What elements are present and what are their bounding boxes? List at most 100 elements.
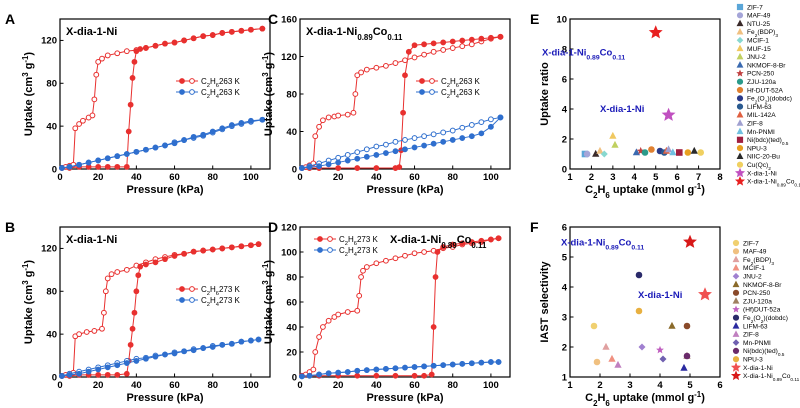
data-point: [255, 336, 262, 343]
data-point: [114, 371, 121, 378]
data-point: [402, 72, 408, 79]
data-point: [344, 309, 351, 315]
data-point: [354, 367, 361, 374]
legend-marker: [736, 145, 744, 152]
x-tick-label: 80: [447, 172, 458, 183]
data-point: [190, 133, 197, 140]
data-point: [402, 137, 408, 143]
data-point: [181, 250, 187, 257]
legend-marker: [189, 286, 195, 292]
data-point: [162, 142, 168, 149]
data-point: [421, 372, 427, 379]
data-point: [358, 274, 364, 280]
legend-label: ZJU-120a: [747, 79, 776, 86]
annotation: X-dia-1-Ni: [600, 104, 644, 115]
legend-marker: [736, 127, 744, 135]
data-point: [72, 125, 79, 132]
data-point: [114, 362, 121, 369]
data-point: [392, 138, 399, 145]
data-point: [602, 342, 610, 350]
data-point: [344, 157, 351, 164]
x-tick-label: 3: [610, 172, 615, 183]
data-point: [129, 325, 136, 332]
data-point: [123, 48, 130, 55]
data-point: [143, 45, 149, 51]
legend-label: C2H6273 K: [339, 235, 379, 247]
data-point: [312, 349, 319, 355]
data-point: [468, 122, 475, 128]
inset-title: X-dia-1-Ni0.89Co0.11: [306, 26, 403, 42]
x-tick-label: 100: [483, 380, 499, 391]
x-axis-title: Pressure (kPa): [126, 392, 203, 404]
legend-marker: [736, 36, 744, 44]
data-point: [383, 365, 389, 372]
legend-marker: [189, 89, 195, 95]
x-tick-label: 7: [696, 172, 701, 183]
data-point: [104, 371, 111, 378]
data-point: [400, 109, 406, 116]
series: [299, 359, 502, 380]
data-point: [66, 371, 73, 378]
data-point: [363, 153, 370, 160]
data-point: [590, 322, 598, 330]
y-tick-label: 80: [286, 272, 297, 283]
y-tick-label: 6: [562, 74, 567, 85]
data-point: [238, 338, 245, 345]
data-point: [354, 149, 361, 156]
data-point: [421, 363, 427, 370]
y-tick-label: 5: [562, 252, 568, 263]
plot-frame: [59, 226, 271, 378]
data-point: [316, 123, 322, 130]
legend-marker: [736, 103, 744, 110]
y-tick-label: 60: [286, 297, 297, 308]
x-tick-label: 3: [627, 380, 632, 391]
legend-label: Ni(bdc)(ted)0.5: [747, 137, 789, 147]
data-point: [430, 140, 437, 147]
y-tick-label: 4: [562, 282, 568, 293]
data-point: [392, 165, 399, 171]
data-point: [135, 272, 142, 279]
series-line: [301, 361, 499, 377]
data-point: [316, 334, 322, 340]
series-line: [301, 116, 501, 169]
legend-label: Fe2(O2)(dobdc): [743, 315, 788, 325]
data-point: [104, 275, 111, 282]
data-point: [459, 43, 466, 50]
legend-marker: [732, 255, 740, 263]
y-tick-label: 4: [562, 104, 568, 115]
data-point: [320, 117, 326, 124]
legend-label: NKMOF-8-Br: [743, 282, 782, 289]
x-tick-label: 0: [57, 172, 62, 183]
data-point: [488, 34, 494, 41]
data-point: [316, 163, 322, 170]
data-point: [152, 259, 159, 266]
data-point: [131, 58, 138, 65]
data-point: [488, 359, 494, 365]
y-tick-label: 20: [286, 347, 297, 358]
y-axis-title: Uptake (cm3 g-1): [261, 260, 276, 345]
data-point: [459, 124, 466, 131]
x-tick-label: 0: [57, 380, 62, 391]
legend-label: MAF-49: [747, 13, 771, 20]
data-point: [683, 352, 691, 360]
data-point: [373, 260, 380, 267]
legend-marker: [732, 289, 740, 296]
legend-marker: [732, 248, 740, 255]
data-point: [354, 155, 361, 162]
data-point: [373, 143, 380, 150]
series-line: [61, 243, 259, 377]
data-point: [66, 163, 73, 170]
legend-label: LIFM-63: [747, 104, 772, 111]
data-point: [152, 144, 159, 151]
data-point: [392, 60, 399, 66]
legend-label: NKMOF-8-Br: [747, 62, 786, 69]
series: [59, 241, 262, 379]
y-tick-label: 0: [52, 164, 57, 175]
data-point: [648, 25, 663, 39]
data-point: [143, 355, 149, 362]
data-point: [59, 373, 65, 379]
data-point: [123, 151, 130, 157]
data-point: [459, 240, 466, 247]
data-point: [430, 324, 437, 330]
data-point: [162, 351, 168, 358]
